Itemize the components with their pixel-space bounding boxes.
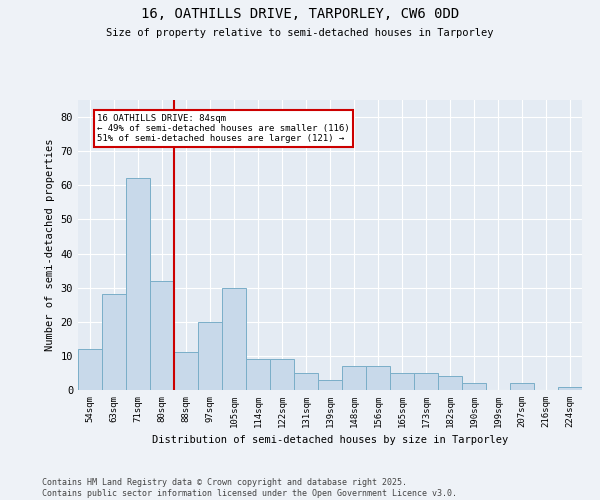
- Bar: [318, 380, 342, 390]
- Bar: [438, 376, 462, 390]
- Bar: [78, 349, 102, 390]
- Bar: [126, 178, 150, 390]
- Text: Contains HM Land Registry data © Crown copyright and database right 2025.
Contai: Contains HM Land Registry data © Crown c…: [42, 478, 457, 498]
- Bar: [510, 383, 534, 390]
- Bar: [102, 294, 126, 390]
- Bar: [558, 386, 582, 390]
- Bar: [174, 352, 198, 390]
- Bar: [222, 288, 246, 390]
- Bar: [366, 366, 390, 390]
- Bar: [342, 366, 366, 390]
- Bar: [150, 281, 174, 390]
- Text: 16, OATHILLS DRIVE, TARPORLEY, CW6 0DD: 16, OATHILLS DRIVE, TARPORLEY, CW6 0DD: [141, 8, 459, 22]
- Y-axis label: Number of semi-detached properties: Number of semi-detached properties: [45, 138, 55, 352]
- Bar: [390, 373, 414, 390]
- Bar: [198, 322, 222, 390]
- Bar: [414, 373, 438, 390]
- Bar: [462, 383, 486, 390]
- Text: Size of property relative to semi-detached houses in Tarporley: Size of property relative to semi-detach…: [106, 28, 494, 38]
- Bar: [246, 360, 270, 390]
- Bar: [270, 360, 294, 390]
- X-axis label: Distribution of semi-detached houses by size in Tarporley: Distribution of semi-detached houses by …: [152, 436, 508, 446]
- Bar: [294, 373, 318, 390]
- Text: 16 OATHILLS DRIVE: 84sqm
← 49% of semi-detached houses are smaller (116)
51% of : 16 OATHILLS DRIVE: 84sqm ← 49% of semi-d…: [97, 114, 350, 144]
